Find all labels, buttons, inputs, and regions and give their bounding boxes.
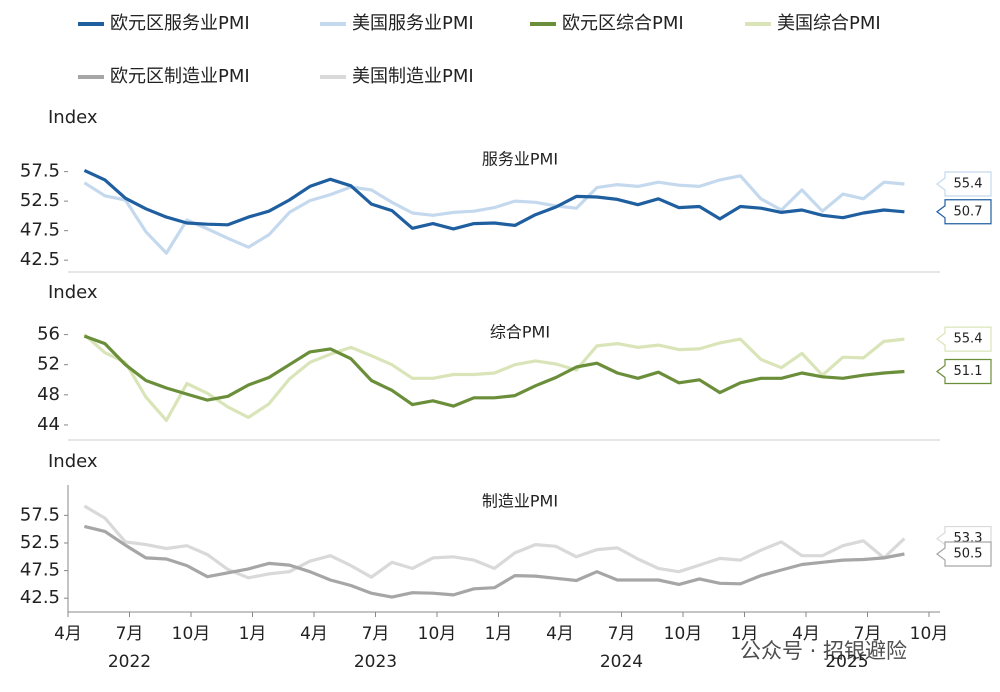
y-tick-label: 56 <box>37 324 60 345</box>
year-label: 2025 <box>825 652 868 672</box>
end-callout-box <box>936 171 992 197</box>
x-tick-label: 7月 <box>608 624 636 644</box>
end-callout-box <box>936 541 992 567</box>
series-line <box>83 334 905 408</box>
series-line <box>83 168 905 231</box>
x-tick-label: 4月 <box>546 624 574 644</box>
x-tick-label: 10月 <box>418 624 457 644</box>
y-tick-label: 47.5 <box>20 560 60 581</box>
legend-label: 美国制造业PMI <box>352 66 474 87</box>
watermark: 公众号 · 招银避险 <box>740 639 907 663</box>
x-tick-label: 1月 <box>485 624 513 644</box>
panel-title: 制造业PMI <box>482 492 558 511</box>
x-tick-label: 4月 <box>792 624 820 644</box>
y-tick-label: 52 <box>37 354 60 375</box>
x-tick-label: 1月 <box>731 624 759 644</box>
legend-label: 欧元区服务业PMI <box>110 13 250 34</box>
end-value-label: 51.1 <box>954 364 983 379</box>
x-tick-label: 7月 <box>362 624 390 644</box>
y-tick-label: 52.5 <box>20 532 60 553</box>
year-label: 2022 <box>108 652 151 672</box>
series-line <box>83 333 905 422</box>
x-tick-label: 10月 <box>172 624 211 644</box>
year-label: 2023 <box>354 652 397 672</box>
y-tick-label: 52.5 <box>20 190 60 211</box>
y-tick-label: 42.5 <box>20 587 60 608</box>
end-callout-box <box>936 199 992 225</box>
year-label: 2024 <box>600 652 643 672</box>
end-value-label: 50.5 <box>954 547 983 562</box>
y-tick-label: 57.5 <box>20 161 60 182</box>
legend-label: 欧元区综合PMI <box>562 13 684 34</box>
legend-label: 美国服务业PMI <box>352 13 474 34</box>
x-tick-label: 7月 <box>854 624 882 644</box>
y-tick-label: 47.5 <box>20 220 60 241</box>
x-tick-label: 4月 <box>300 624 328 644</box>
x-tick-label: 10月 <box>664 624 703 644</box>
end-value-label: 55.4 <box>954 177 983 192</box>
panel-title: 综合PMI <box>490 323 550 342</box>
y-tick-label: 44 <box>37 414 60 435</box>
x-tick-label: 1月 <box>239 624 267 644</box>
legend-label: 欧元区制造业PMI <box>110 66 250 87</box>
end-value-label: 55.4 <box>954 332 983 347</box>
y-axis-label: Index <box>48 451 98 472</box>
y-tick-label: 57.5 <box>20 504 60 525</box>
x-tick-label: 7月 <box>116 624 144 644</box>
legend-label: 美国综合PMI <box>777 13 881 34</box>
y-tick-label: 48 <box>37 384 60 405</box>
series-line <box>83 504 906 580</box>
x-tick-label: 10月 <box>910 624 949 644</box>
end-value-label: 50.7 <box>954 204 983 219</box>
end-callout-box <box>936 358 992 385</box>
y-axis-label: Index <box>48 107 98 128</box>
x-tick-label: 4月 <box>54 624 82 644</box>
y-axis-label: Index <box>48 282 98 303</box>
series-line <box>83 174 905 255</box>
y-tick-label: 42.5 <box>20 249 60 270</box>
series-line <box>84 524 905 599</box>
panel-title: 服务业PMI <box>482 150 558 169</box>
end-callout-box <box>936 326 992 352</box>
